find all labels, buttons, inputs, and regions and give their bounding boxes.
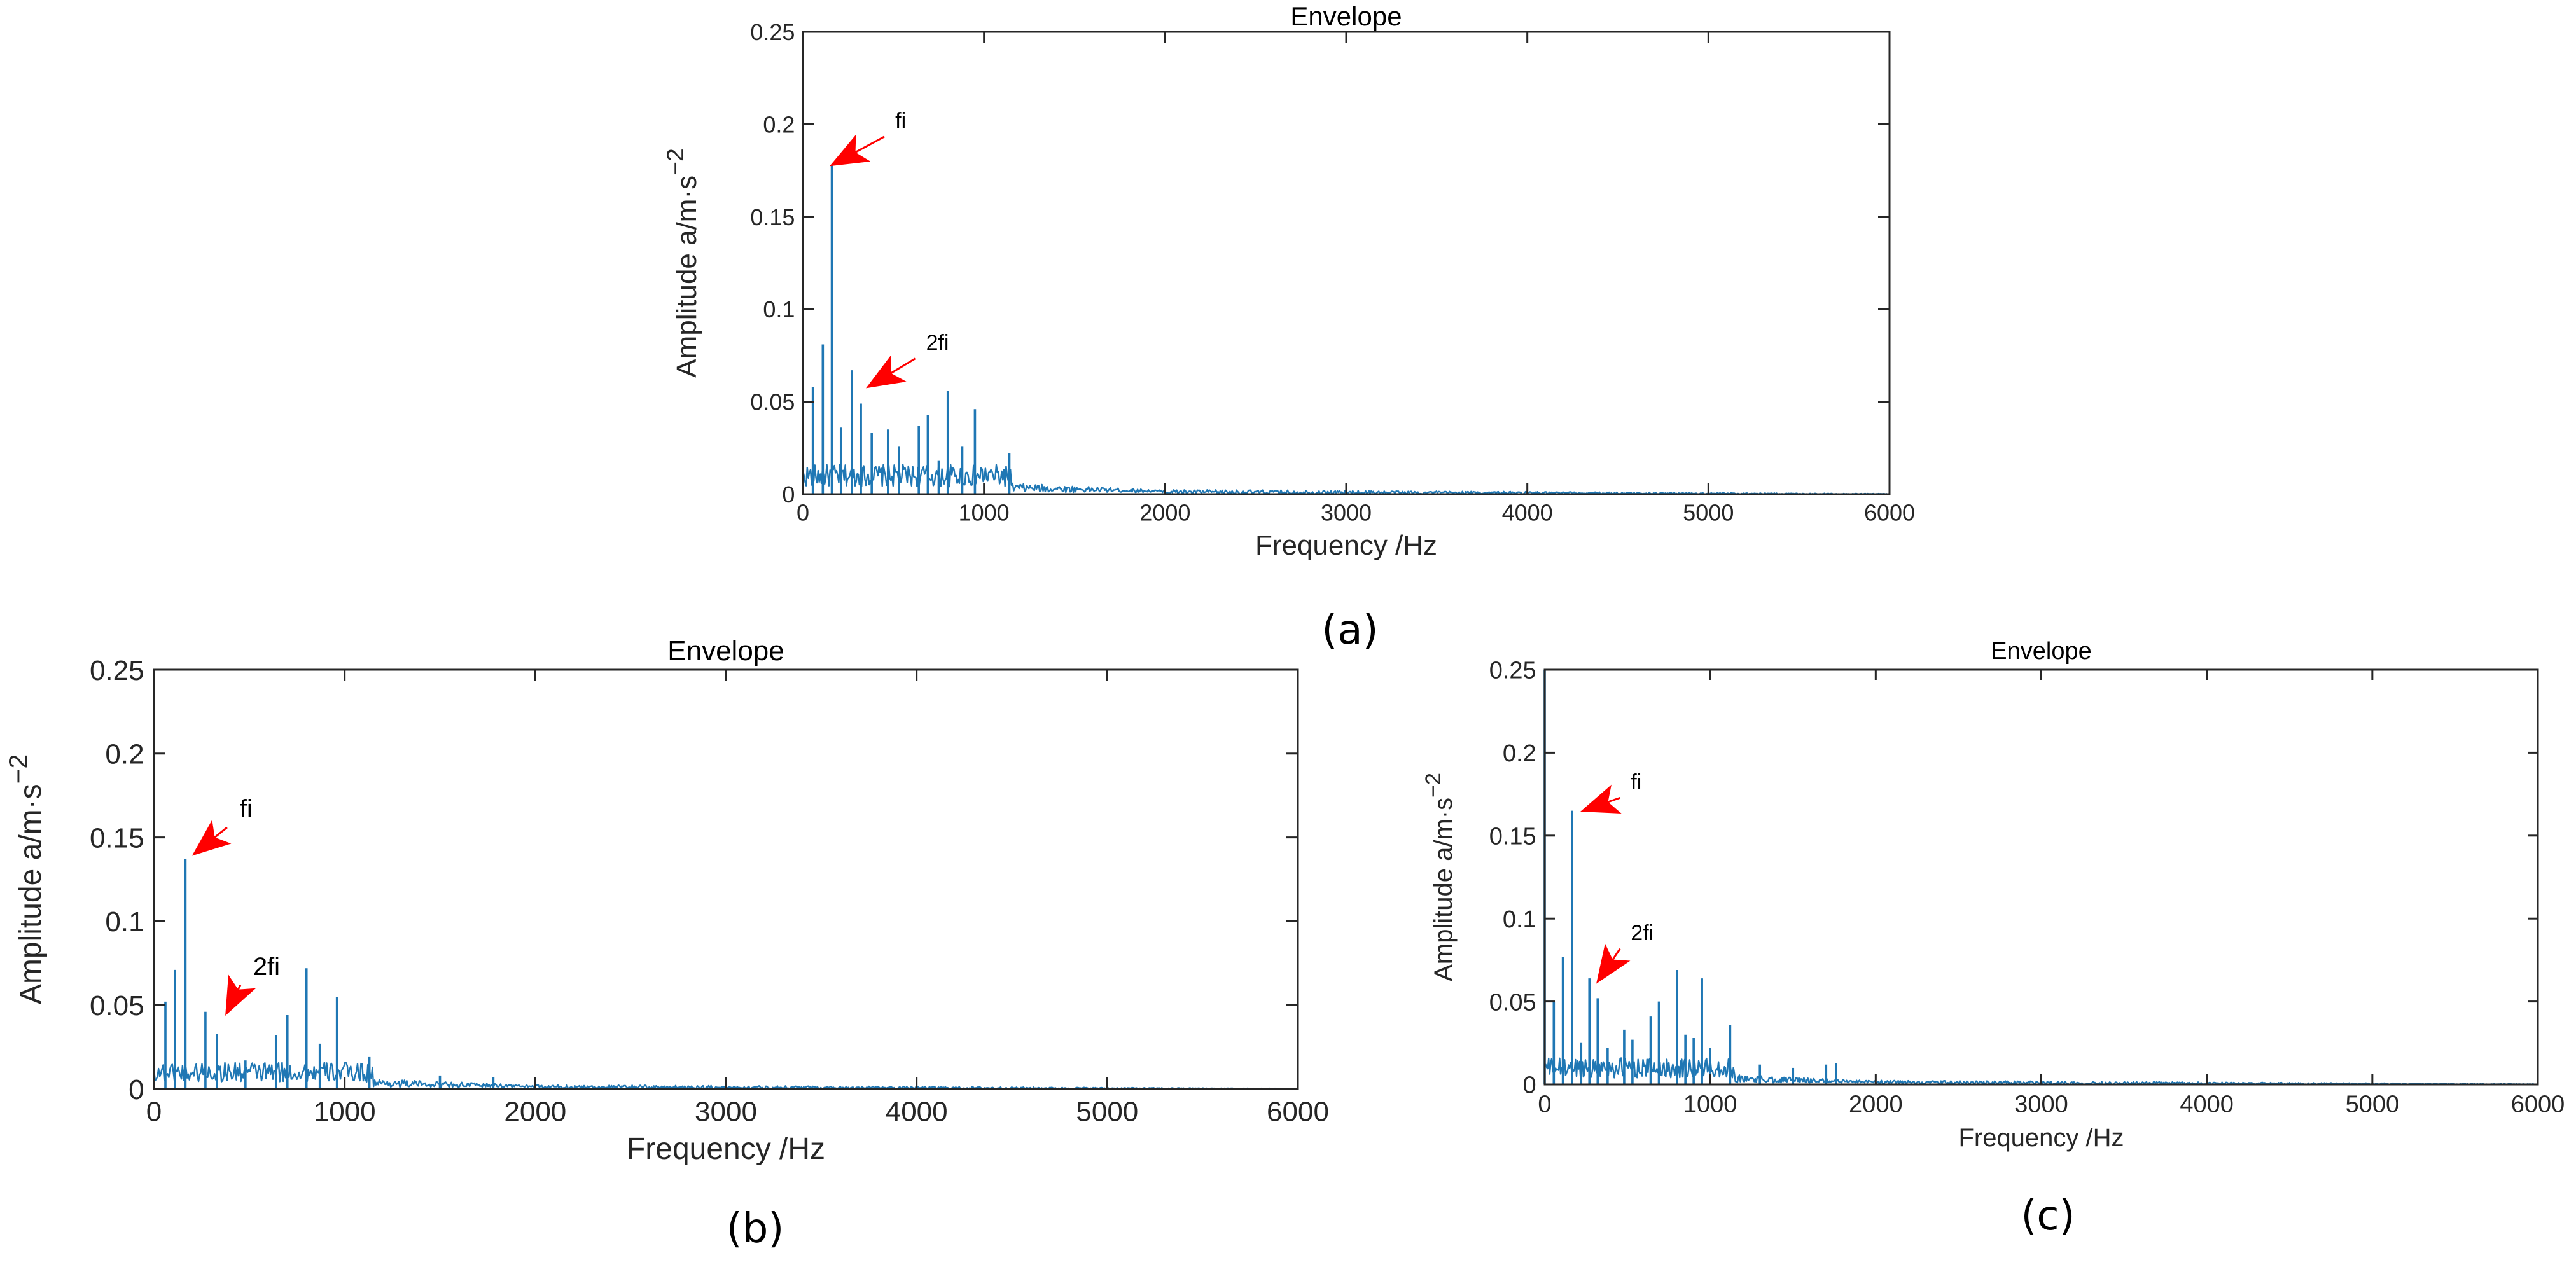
annotation-arrow <box>191 820 232 856</box>
y-tick-label: 0.1 <box>105 906 144 938</box>
annotation-label: fi <box>240 795 253 823</box>
y-tick-label: 0.1 <box>1503 906 1536 933</box>
y-axis-label-exponent: −2 <box>1421 773 1445 798</box>
y-tick-label: 0 <box>1523 1072 1536 1099</box>
x-tick-label: 5000 <box>1683 499 1734 525</box>
x-axis-label: Frequency /Hz <box>1958 1124 2124 1152</box>
panel-label: (b) <box>727 1205 784 1252</box>
y-tick-label: 0.05 <box>1489 989 1536 1016</box>
y-tick-label: 0.1 <box>763 296 795 322</box>
x-tick-label: 6000 <box>1267 1097 1329 1128</box>
annotation-arrow <box>830 134 885 167</box>
x-axis-label: Frequency /Hz <box>1255 530 1437 561</box>
y-tick-label: 0.05 <box>750 389 795 415</box>
y-axis-label-text: Amplitude a/m·s <box>1430 798 1458 981</box>
x-tick-label: 4000 <box>2180 1091 2234 1118</box>
axes-box <box>1543 668 2539 1086</box>
x-tick-label: 5000 <box>1076 1097 1138 1128</box>
y-axis-label: Amplitude a/m·s−2 <box>3 754 48 1004</box>
panel-b: 0 1000 2000 3000 4000 5000 6000 0 0.05 0.1 0.15 0.2… <box>3 635 1329 1252</box>
y-tick-label: 0.15 <box>1489 823 1536 850</box>
y-tick-label: 0 <box>782 481 795 508</box>
x-tick-label: 5000 <box>2346 1091 2400 1118</box>
x-tick-label: 3000 <box>2014 1091 2068 1118</box>
y-tick-label: 0.25 <box>90 655 144 686</box>
x-tick-label: 0 <box>146 1097 162 1128</box>
y-axis-label-text: Amplitude a/m·s <box>14 784 48 1004</box>
annotation-arrow <box>866 355 916 389</box>
axes-box <box>802 31 1891 495</box>
y-tick-label: 0.25 <box>1489 658 1536 684</box>
x-tick-label: 6000 <box>2511 1091 2565 1118</box>
x-tick-label: 2000 <box>504 1097 566 1128</box>
y-axis-label: Amplitude a/m·s−2 <box>1421 773 1458 981</box>
y-axis-label: Amplitude a/m·s−2 <box>662 148 702 378</box>
panel-c: 0 1000 2000 3000 4000 5000 6000 0 0.05 0.1 0.15 0.2… <box>1421 638 2565 1240</box>
annotation-label: 2fi <box>926 331 949 355</box>
panel-label: (a) <box>1321 607 1378 654</box>
x-tick-label: 0 <box>797 499 809 525</box>
annotation-label: 2fi <box>1631 921 1654 945</box>
x-axis-label: Frequency /Hz <box>627 1132 825 1166</box>
x-tick-label: 2000 <box>1139 499 1190 525</box>
chart-title: Envelope <box>1290 1 1402 31</box>
x-tick-label: 3000 <box>1321 499 1372 525</box>
annotation-label: fi <box>1631 770 1641 794</box>
annotation-arrow <box>1596 943 1631 984</box>
x-tick-label: 1000 <box>1683 1091 1737 1118</box>
panel-a: 0 1000 2000 3000 4000 5000 6000 0 0.05 0.1 0.15 0.2… <box>662 1 1915 654</box>
x-tick-label: 1000 <box>314 1097 376 1128</box>
x-tick-label: 1000 <box>959 499 1010 525</box>
y-tick-label: 0.2 <box>1503 740 1536 767</box>
y-tick-label: 0.15 <box>90 822 144 854</box>
chart-title: Envelope <box>1991 638 2091 665</box>
x-tick-label: 3000 <box>695 1097 757 1128</box>
annotation-label: fi <box>895 109 906 133</box>
chart-title: Envelope <box>667 635 784 667</box>
x-tick-label: 2000 <box>1849 1091 1903 1118</box>
annotation-label: 2fi <box>253 953 280 981</box>
y-axis-label-text: Amplitude a/m·s <box>671 176 702 378</box>
axes-box <box>153 668 1299 1090</box>
y-tick-label: 0.2 <box>763 111 795 137</box>
y-tick-label: 0.05 <box>90 990 144 1021</box>
x-tick-label: 0 <box>1538 1091 1551 1118</box>
y-tick-label: 0.15 <box>750 204 795 230</box>
annotation-arrow <box>1580 784 1622 814</box>
x-tick-label: 4000 <box>1502 499 1553 525</box>
panel-label: (c) <box>2021 1193 2075 1240</box>
x-tick-label: 4000 <box>886 1097 948 1128</box>
y-tick-label: 0 <box>129 1074 144 1105</box>
y-axis-label-exponent: −2 <box>3 754 32 784</box>
y-axis-label-exponent: −2 <box>662 148 688 176</box>
y-tick-label: 0.2 <box>105 739 144 770</box>
x-tick-label: 6000 <box>1864 499 1915 525</box>
y-tick-label: 0.25 <box>750 19 795 45</box>
annotation-arrow <box>225 974 256 1016</box>
